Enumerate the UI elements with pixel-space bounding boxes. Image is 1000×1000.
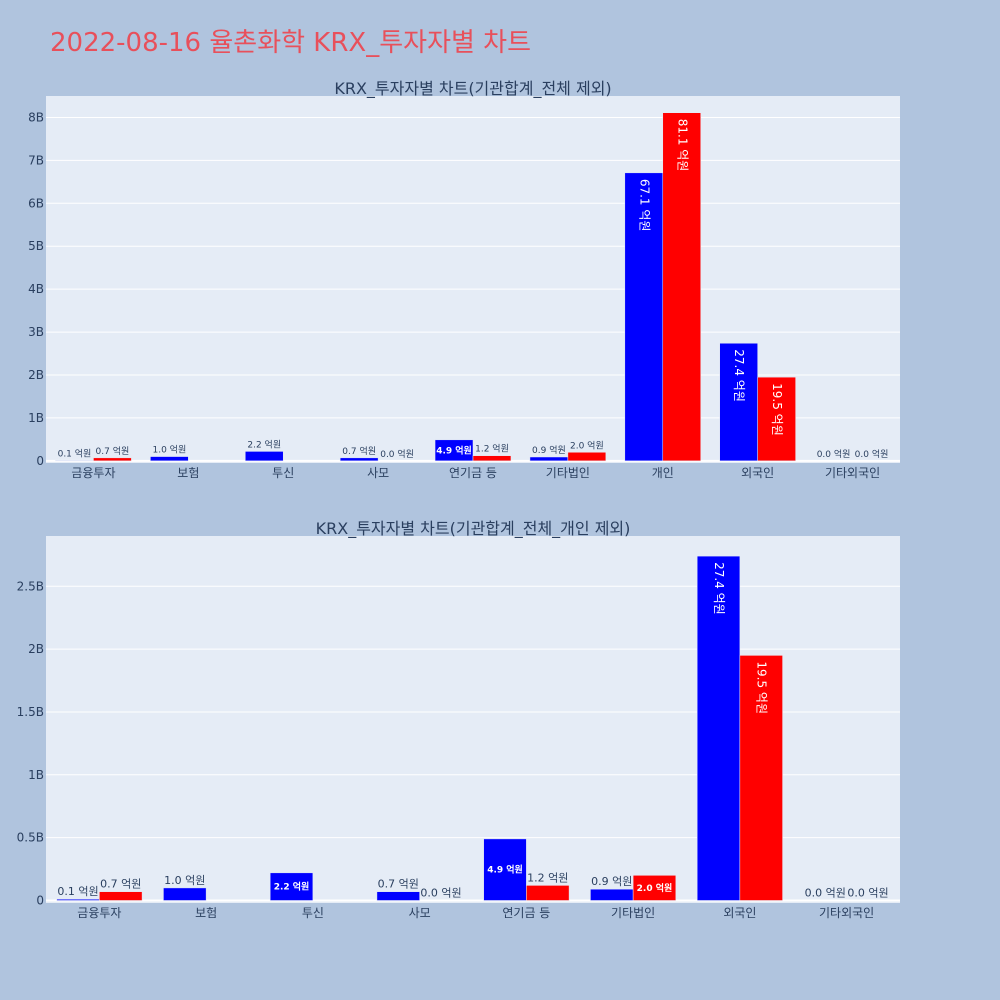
- x-tick-label: 기타법인: [546, 466, 590, 480]
- bar-value-label: 19.5 억원: [755, 661, 769, 714]
- page-title: 2022-08-16 율촌화학 KRX_투자자별 차트: [50, 28, 532, 58]
- bar: [624, 172, 664, 462]
- bar-value-label: 0.0 억원: [855, 448, 889, 460]
- bar-value-label: 1.0 억원: [152, 444, 186, 456]
- x-tick-label: 기타외국인: [825, 466, 880, 480]
- chart-title: KRX_투자자별 차트(기관합계_전체_개인 제외): [316, 519, 631, 539]
- bar: [472, 455, 512, 462]
- bar: [590, 888, 634, 901]
- y-tick-label: 0: [36, 454, 44, 468]
- chart-institution-excluded: KRX_투자자별 차트(기관합계_전체 제외) 0 1B 2B 3B 4B 5B 6B 7B 8B…: [28, 79, 900, 480]
- y-tick-label: 3B: [28, 325, 44, 339]
- bar-value-label: 2.2 억원: [247, 438, 281, 450]
- bar-value-label: 0.7 억원: [378, 878, 419, 891]
- bar-value-label: 0.0 억원: [847, 886, 888, 899]
- x-tick-label: 외국인: [723, 906, 756, 920]
- bar-value-label: 0.1 억원: [57, 885, 98, 898]
- y-tick-label: 1.5B: [17, 705, 44, 719]
- bar-value-label: 67.1 억원: [637, 179, 651, 232]
- bar-value-label: 19.5 억원: [770, 383, 784, 436]
- bar: [632, 875, 677, 901]
- bar: [56, 898, 100, 901]
- y-tick-label: 2B: [28, 642, 44, 656]
- x-tick-label: 연기금 등: [502, 906, 550, 920]
- x-tick-label: 사모: [367, 466, 389, 480]
- bar: [662, 112, 701, 462]
- x-tick-label: 사모: [409, 906, 431, 920]
- bar-value-label: 27.4 억원: [712, 562, 726, 615]
- y-tick-label: 2.5B: [17, 579, 44, 593]
- y-tick-label: 8B: [28, 110, 44, 124]
- bar-value-label: 0.7 억원: [96, 445, 130, 457]
- x-tick-label: 투신: [302, 906, 324, 920]
- bar: [739, 655, 783, 901]
- bar: [757, 376, 796, 462]
- y-tick-label: 2B: [28, 368, 44, 382]
- y-tick-label: 0: [36, 893, 44, 907]
- bar: [526, 885, 570, 901]
- bar: [339, 457, 379, 462]
- bar-value-label: 0.0 억원: [420, 886, 461, 899]
- bar-value-label: 4.9 억원: [487, 864, 523, 876]
- x-tick-label: 외국인: [741, 466, 774, 480]
- bar-value-label: 0.7 억원: [100, 878, 141, 891]
- bar: [163, 887, 207, 901]
- y-tick-label: 4B: [28, 282, 44, 296]
- y-tick-label: 5B: [28, 239, 44, 253]
- y-tick-label: 7B: [28, 153, 44, 167]
- bar-value-label: 1.2 억원: [527, 871, 568, 884]
- y-tick-label: 6B: [28, 196, 44, 210]
- bar: [99, 891, 143, 901]
- x-tick-label: 연기금 등: [449, 466, 497, 480]
- chart-individual-excluded: KRX_투자자별 차트(기관합계_전체_개인 제외) 0 0.5B 1B 1.5B 2B 2…: [17, 519, 900, 920]
- x-tick-label: 투신: [272, 466, 294, 480]
- bar-value-label: 4.9 억원: [436, 444, 472, 456]
- bar-value-label: 0.0 억원: [805, 886, 846, 899]
- y-tick-label: 0.5B: [17, 831, 44, 845]
- x-tick-label: 기타외국인: [819, 906, 874, 920]
- bar: [434, 439, 474, 462]
- bar: [93, 457, 132, 462]
- bar-value-label: 2.0 억원: [637, 882, 673, 894]
- bar-value-label: 1.0 억원: [164, 874, 205, 887]
- bar: [269, 872, 314, 901]
- x-tick-label: 보험: [195, 906, 217, 920]
- chart-title: KRX_투자자별 차트(기관합계_전체 제외): [334, 79, 611, 99]
- bar-value-label: 0.1 억원: [58, 447, 92, 459]
- x-tick-label: 개인: [652, 466, 674, 480]
- x-tick-label: 금융투자: [77, 906, 121, 920]
- bar: [719, 342, 758, 462]
- x-tick-label: 보험: [177, 466, 199, 480]
- bar-value-label: 81.1 억원: [675, 119, 689, 172]
- bar-value-label: 2.2 억원: [274, 881, 310, 893]
- x-tick-label: 금융투자: [71, 466, 115, 480]
- bar: [529, 456, 569, 462]
- y-tick-label: 1B: [28, 768, 44, 782]
- bar: [696, 555, 741, 901]
- bar-value-label: 0.0 억원: [817, 448, 851, 460]
- bar: [245, 451, 284, 462]
- y-tick-label: 1B: [28, 411, 44, 425]
- bar-value-label: 0.9 억원: [591, 875, 632, 888]
- bar: [376, 891, 420, 901]
- bar-value-label: 0.0 억원: [380, 448, 414, 460]
- bar-value-label: 0.9 억원: [532, 444, 566, 456]
- bar: [483, 838, 527, 901]
- bar: [567, 452, 607, 462]
- x-tick-label: 기타법인: [611, 906, 655, 920]
- bar: [150, 456, 189, 462]
- bar-value-label: 0.7 억원: [342, 445, 376, 457]
- bar-value-label: 27.4 억원: [732, 349, 746, 402]
- bar-value-label: 1.2 억원: [475, 443, 509, 455]
- bar-value-label: 2.0 억원: [570, 439, 604, 451]
